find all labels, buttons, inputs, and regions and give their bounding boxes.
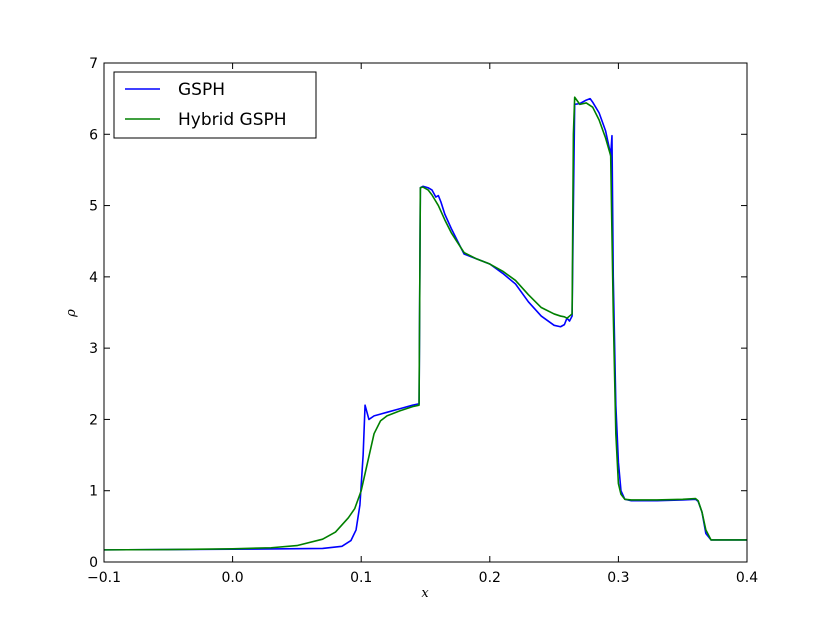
y-tick-label: 1 — [89, 484, 98, 500]
legend: GSPH Hybrid GSPH — [113, 71, 317, 139]
x-tick-label: −0.1 — [87, 570, 121, 586]
y-tick-label: 0 — [89, 555, 98, 571]
y-tick-label: 5 — [89, 199, 98, 215]
legend-label-hybrid-gsph: Hybrid GSPH — [178, 110, 287, 130]
x-tick-label: 0.1 — [350, 570, 372, 586]
ticks-layer: −0.1 0.0 0.1 0.2 0.3 0.4 0 1 2 3 4 5 6 7 — [87, 56, 758, 586]
legend-box — [113, 71, 317, 139]
x-tick-label: 0.4 — [736, 570, 758, 586]
legend-label-gsph: GSPH — [178, 80, 225, 100]
x-tick-label: 0.3 — [607, 570, 629, 586]
x-tick-label: 0.2 — [479, 570, 501, 586]
y-axis-label: ρ — [64, 309, 79, 318]
plot-frame — [103, 62, 748, 563]
y-tick-label: 2 — [89, 412, 98, 428]
series-line-hybrid-gsph — [104, 96, 747, 551]
series-layer — [104, 96, 747, 551]
x-tick-label: 0.0 — [221, 570, 243, 586]
x-axis-label: x — [421, 586, 429, 601]
y-tick-label: 6 — [89, 127, 98, 143]
y-tick-label: 4 — [89, 270, 98, 286]
series-line-gsph — [104, 97, 747, 551]
y-tick-label: 3 — [89, 341, 98, 357]
y-tick-label: 7 — [89, 56, 98, 72]
